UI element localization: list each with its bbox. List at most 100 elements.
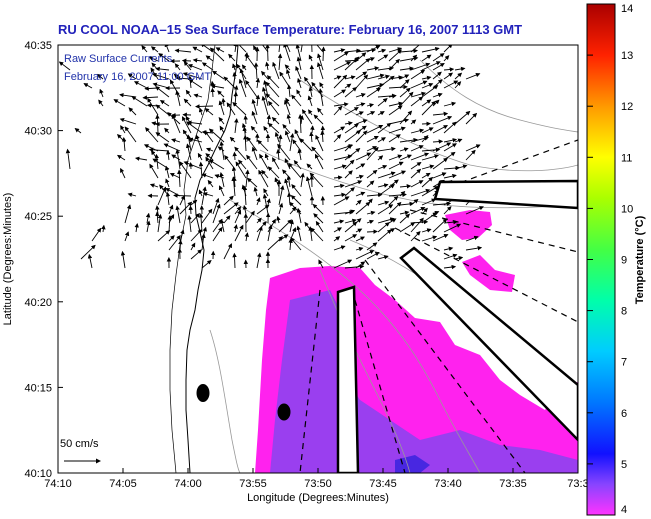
current-vector: [221, 97, 226, 107]
current-vector: [297, 148, 302, 161]
current-vector: [355, 152, 372, 161]
current-vector: [244, 232, 250, 242]
current-vector: [165, 149, 171, 161]
current-vector: [131, 96, 148, 107]
current-vector: [344, 56, 360, 71]
current-vector: [344, 130, 362, 143]
current-vector: [255, 94, 261, 107]
current-vector: [465, 149, 476, 161]
current-vector: [251, 110, 258, 125]
current-vector: [171, 114, 181, 134]
current-vector: [271, 117, 280, 125]
current-vector: [223, 76, 236, 89]
current-vector: [300, 172, 305, 188]
current-vector: [344, 144, 352, 152]
current-vector: [265, 45, 270, 62]
current-vector: [344, 221, 358, 233]
current-vector: [388, 218, 397, 224]
y-tick-label: 40:20: [24, 297, 52, 309]
current-vector: [443, 264, 457, 270]
current-vector: [209, 47, 225, 62]
current-vector: [388, 192, 407, 198]
current-vector: [152, 82, 170, 89]
current-vector: [219, 125, 225, 134]
current-vector: [377, 204, 394, 215]
current-vector: [268, 100, 280, 116]
current-vector: [179, 195, 185, 206]
current-vector: [238, 78, 247, 98]
current-vector: [283, 99, 291, 116]
current-vector: [311, 146, 324, 161]
current-vector: [355, 191, 366, 197]
current-vector: [410, 198, 419, 206]
current-vector: [377, 183, 389, 188]
x-tick-label: 73:50: [304, 478, 332, 490]
current-vector: [278, 234, 289, 242]
current-vector: [443, 246, 454, 252]
current-vector: [421, 100, 436, 116]
current-vector: [87, 253, 93, 269]
current-vector: [421, 99, 432, 107]
current-vector: [355, 261, 366, 269]
current-vector: [377, 200, 390, 206]
x-tick-label: 74:10: [44, 478, 72, 490]
scale-label: 50 cm/s: [60, 438, 99, 450]
current-vector: [344, 48, 361, 53]
current-vector: [120, 125, 126, 134]
current-vector: [355, 250, 375, 260]
current-vector: [243, 115, 248, 125]
current-vector: [201, 173, 214, 179]
current-vector: [149, 183, 159, 188]
current-vector: [174, 63, 181, 71]
current-vector: [410, 91, 426, 98]
current-vector: [443, 121, 457, 134]
current-vector: [355, 174, 364, 180]
current-vector: [193, 93, 203, 98]
current-vector: [99, 88, 104, 98]
current-vector: [204, 130, 214, 143]
current-vector: [399, 74, 410, 80]
current-vector: [388, 47, 403, 53]
current-vector: [113, 99, 126, 107]
current-vector: [355, 102, 366, 107]
current-vector: [234, 118, 239, 134]
current-vector: [421, 164, 435, 170]
colorbar-tick-label: 5: [621, 459, 627, 471]
current-vector: [399, 110, 413, 125]
current-vector: [217, 90, 225, 98]
current-vector: [443, 165, 461, 171]
current-vector: [179, 201, 193, 215]
current-vector: [243, 134, 248, 152]
current-vector: [366, 87, 381, 98]
current-vector: [432, 157, 449, 170]
current-vector: [313, 114, 324, 125]
current-vector: [454, 255, 464, 261]
colorbar-tick-label: 14: [621, 3, 633, 15]
current-vector: [187, 214, 192, 233]
current-vector: [274, 131, 280, 143]
current-vector: [168, 204, 174, 215]
current-vector: [253, 62, 259, 80]
current-vector: [432, 139, 444, 144]
current-vector: [432, 210, 440, 216]
current-vector: [168, 235, 181, 251]
current-vector: [300, 45, 303, 53]
current-vector: [290, 194, 302, 206]
current-vector: [355, 119, 368, 125]
current-vector: [388, 101, 403, 107]
current-vector: [309, 172, 324, 188]
current-vector: [244, 52, 249, 62]
current-vector: [256, 252, 262, 269]
current-vector: [210, 87, 215, 98]
sst-patch-offshore-2: [462, 255, 515, 292]
current-vector: [309, 131, 314, 143]
current-vector: [399, 48, 419, 54]
colorbar-tick-label: 7: [621, 357, 627, 369]
current-vector: [146, 220, 151, 233]
current-vector: [399, 210, 410, 216]
current-vector: [212, 203, 221, 224]
current-vector: [344, 121, 353, 126]
current-vector: [377, 74, 390, 80]
current-vector: [242, 185, 248, 206]
current-vector: [267, 166, 280, 179]
